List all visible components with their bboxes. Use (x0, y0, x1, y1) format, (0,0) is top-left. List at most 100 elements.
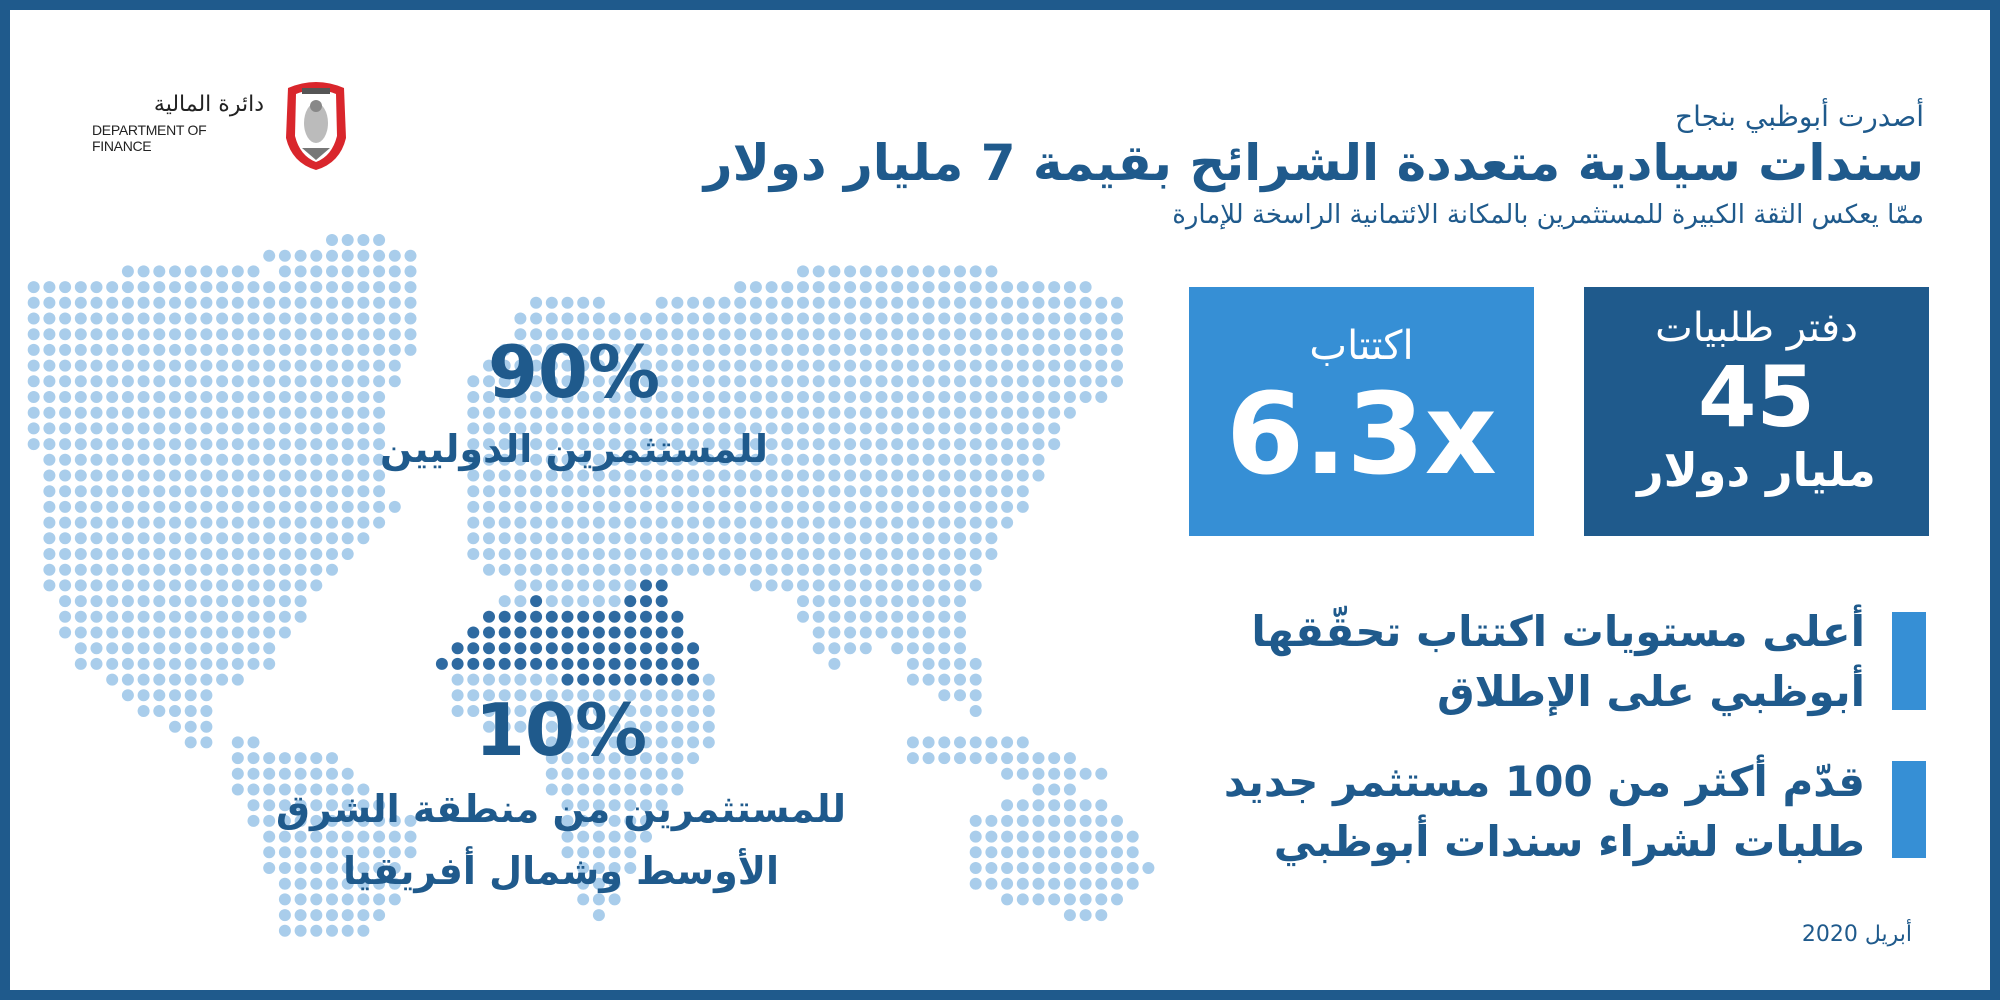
map-dot (169, 485, 181, 498)
mena-map-dot (608, 657, 621, 670)
mena-map-dot (592, 657, 605, 670)
map-dot (231, 438, 244, 451)
map-dot (357, 830, 370, 843)
map-dot (184, 532, 197, 545)
map-dot (263, 579, 276, 592)
map-dot (43, 563, 56, 576)
map-dot (263, 563, 276, 576)
map-dot (514, 485, 527, 498)
map-dot (671, 736, 684, 749)
map-dot (875, 328, 888, 341)
map-dot (200, 265, 213, 278)
map-dot (938, 563, 951, 576)
map-dot (404, 265, 417, 278)
map-dot (922, 375, 935, 388)
page-title: سندات سيادية متعددة الشرائح بقيمة 7 مليا… (703, 134, 1924, 192)
map-dot (106, 532, 119, 545)
map-dot (765, 328, 778, 341)
map-dot (90, 657, 103, 670)
map-dot (216, 642, 229, 655)
map-dot (247, 375, 260, 388)
map-dot (43, 469, 56, 482)
map-dot (969, 375, 982, 388)
map-dot (687, 422, 700, 435)
map-dot (216, 391, 229, 403)
map-dot (326, 532, 338, 545)
map-dot (341, 375, 354, 388)
abu-dhabi-emblem-icon (286, 82, 346, 170)
map-dot (326, 893, 338, 906)
map-dot (765, 563, 778, 576)
map-dot (200, 516, 213, 529)
map-dot (985, 438, 998, 451)
map-dot (875, 391, 888, 403)
map-dot (1001, 453, 1014, 466)
map-dot (624, 720, 637, 733)
map-dot (1048, 893, 1061, 906)
map-dot (169, 328, 181, 341)
map-dot (294, 814, 307, 827)
map-dot (310, 391, 323, 403)
map-dot (278, 281, 291, 294)
map-dot (373, 375, 386, 388)
map-dot (514, 391, 527, 403)
map-dot (592, 799, 605, 812)
map-dot (278, 391, 291, 403)
map-dot (247, 767, 260, 780)
map-dot (954, 579, 966, 592)
map-dot (985, 877, 998, 890)
map-dot (216, 595, 229, 608)
map-dot (231, 312, 244, 325)
map-dot (561, 736, 574, 749)
map-dot (388, 328, 401, 341)
map-dot (153, 610, 166, 623)
map-dot (812, 485, 825, 498)
map-dot (231, 359, 244, 372)
map-dot (153, 563, 166, 576)
map-dot (687, 516, 700, 529)
map-dot (671, 532, 684, 545)
map-dot (90, 516, 103, 529)
map-dot (1048, 846, 1061, 859)
map-dot (74, 438, 87, 451)
map-dot (263, 595, 276, 608)
map-dot (59, 595, 72, 608)
map-dot (765, 438, 778, 451)
map-dot (1016, 343, 1029, 356)
map-dot (169, 657, 181, 670)
map-dot (121, 406, 134, 419)
map-dot (514, 328, 527, 341)
map-dot (216, 485, 229, 498)
map-dot (687, 453, 700, 466)
map-dot (812, 343, 825, 356)
map-dot (184, 689, 197, 702)
map-dot (592, 893, 605, 906)
map-dot (702, 720, 715, 733)
map-dot (530, 406, 543, 419)
map-dot (137, 610, 150, 623)
mena-label: للمستثمرين من منطقة الشرق الأوسط وشمال أ… (161, 778, 961, 902)
map-dot (828, 626, 841, 639)
map-dot (326, 877, 338, 890)
map-dot (373, 234, 386, 246)
map-dot (969, 422, 982, 435)
map-dot (906, 469, 919, 482)
map-dot (74, 610, 87, 623)
map-dot (153, 438, 166, 451)
map-dot (278, 579, 291, 592)
mena-label-line: الأوسط وشمال أفريقيا (342, 849, 780, 893)
map-dot (263, 249, 276, 262)
map-dot (1048, 406, 1061, 419)
map-dot (278, 862, 291, 874)
map-dot (906, 752, 919, 765)
map-dot (938, 281, 951, 294)
map-dot (216, 500, 229, 513)
map-dot (216, 296, 229, 309)
map-dot (969, 391, 982, 403)
mena-map-dot (530, 642, 543, 655)
map-dot (294, 500, 307, 513)
map-dot (938, 657, 951, 670)
map-dot (781, 500, 794, 513)
map-dot (875, 579, 888, 592)
map-dot (1079, 359, 1092, 372)
